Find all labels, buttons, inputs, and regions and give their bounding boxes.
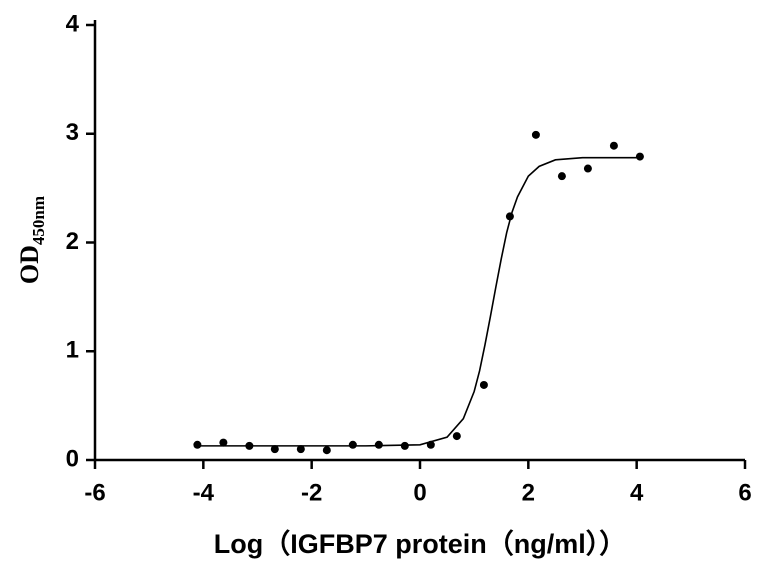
y-tick-label: 1 [66, 337, 79, 364]
x-tick-label: 0 [413, 479, 426, 506]
data-point [193, 440, 202, 449]
x-tick-label: -2 [301, 479, 322, 506]
data-point [400, 441, 409, 450]
fit-curve [197, 156, 640, 447]
data-point [374, 440, 383, 449]
x-tick-label: 2 [522, 479, 535, 506]
y-tick-label: 2 [66, 228, 79, 255]
y-tick-label: 3 [66, 119, 79, 146]
x-axis-label: Log（IGFBP7 protein（ng/ml）） [214, 529, 627, 559]
y-axis-label-sub: 450nm [29, 196, 48, 245]
data-point [505, 212, 514, 221]
data-point [583, 164, 592, 173]
x-tick-label: -4 [193, 479, 215, 506]
data-point [245, 441, 254, 450]
x-tick-label: 4 [630, 479, 644, 506]
y-axis-label: OD450nm [15, 196, 48, 284]
data-point [531, 130, 540, 139]
y-tick-label: 4 [66, 10, 80, 37]
data-point [296, 445, 305, 454]
data-point [479, 380, 488, 389]
data-point [270, 445, 279, 454]
data-point [557, 172, 566, 181]
data-point [635, 152, 644, 161]
x-tick-label: 6 [738, 479, 751, 506]
data-point [426, 440, 435, 449]
data-point [219, 438, 228, 447]
data-point [322, 446, 331, 455]
x-tick-label: -6 [84, 479, 105, 506]
data-point [452, 432, 461, 441]
y-axis-label-main: OD [15, 245, 44, 284]
y-tick-label: 0 [66, 445, 79, 472]
data-point [609, 141, 618, 150]
data-point [348, 440, 357, 449]
